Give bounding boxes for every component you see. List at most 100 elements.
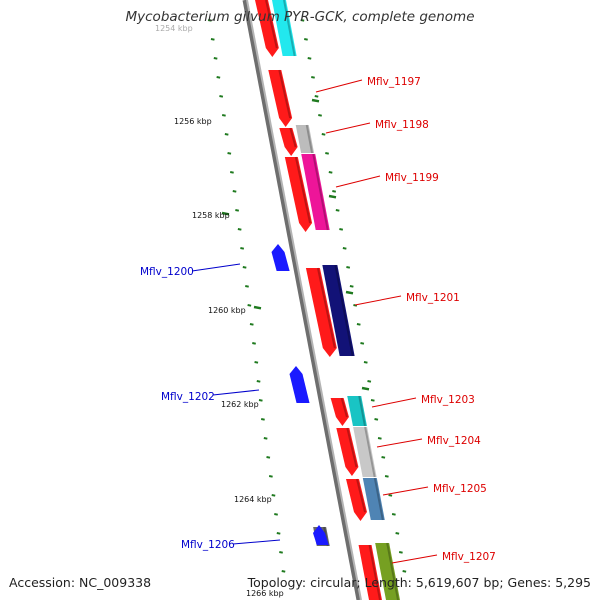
left-tick [281,570,286,573]
left-tick [235,209,240,212]
gene-bar-1196 [255,0,279,57]
left-tick [237,228,242,231]
right-tick [321,133,326,136]
right-tick [395,532,400,535]
gene-bar-1207-shade [368,544,381,600]
feature-bar-navy [322,265,355,356]
gene-bar-1201-shade [316,267,336,349]
gene-label: Mflv_1205 [433,483,487,495]
right-tick [300,19,305,22]
right-tick [328,171,333,174]
right-tick [318,114,322,117]
feature-bar-pink [301,154,330,230]
feature-bar-cyan-top-shade [283,0,296,57]
left-tick [221,114,226,117]
gene-label: Mflv_1207 [442,551,496,563]
gene-bar-1203 [330,398,349,426]
scale-label: 1256 kbp [174,117,212,126]
gene-leader-line [212,389,260,396]
right-tick [398,551,403,554]
left-tick [256,380,261,383]
gene-label: Mflv_1197 [367,76,421,88]
right-tick [377,437,382,440]
left-tick [227,152,232,155]
gene-label: Mflv_1202 [161,391,215,403]
left-tick [271,494,276,497]
scale-label: 1266 kbp [246,589,284,598]
major-tick [361,386,370,391]
gene-leader-line [376,438,423,448]
left-tick [245,285,249,288]
backbone-highlight [246,0,362,600]
left-tick [260,418,265,421]
outer-tick-ring [207,19,407,573]
gene-label: Mflv_1203 [421,394,475,406]
gene-leader-line [371,397,417,408]
left-tick [263,437,268,440]
left-tick [213,57,218,60]
scale-labels: 1254 kbp 1256 kbp 1258 kbp 1260 kbp 1262 kbp… [155,24,284,598]
gene-leader-line [335,175,381,188]
right-tick [363,361,368,364]
left-tick [240,247,245,250]
left-tick [242,266,247,269]
gene-bar-1205-shade [356,478,366,513]
left-tick [254,361,259,364]
gene-bar-1199-shade [294,156,312,224]
right-tick [388,494,393,497]
right-tick [307,57,312,60]
scale-label: 1254 kbp [155,24,193,33]
feature-bar-pink-shade [312,153,329,231]
left-tick [266,456,271,459]
right-tick [370,399,375,402]
left-tick [207,19,212,22]
right-tick [325,152,330,155]
gene-bar-1205 [346,479,367,521]
right-tick [356,323,361,326]
summary-text: Topology: circular; Length: 5,619,607 bp… [247,575,591,590]
gene-label: Mflv_1204 [427,435,481,447]
right-tick [342,247,347,250]
left-tick [224,133,229,136]
gene-bar-1196-shade [265,0,278,49]
left-tick [258,399,263,402]
left-tick [252,342,256,345]
right-tick [311,76,315,79]
feature-bar-steel-shade [373,477,384,521]
right-tick [304,38,308,41]
gene-leader-line [191,263,241,272]
gene-leader-line [354,295,402,306]
gene-label: Mflv_1201 [406,292,460,304]
right-tick [339,228,344,231]
feature-bar-steel [362,478,385,520]
major-tick [328,194,337,199]
feature-bar-cyan-top [272,0,297,56]
accession-text: Accession: NC_009338 [9,575,152,590]
gene-label: Mflv_1206 [181,539,235,551]
gene-label: Mflv_1200 [140,266,194,278]
right-tick [332,190,337,193]
right-tick [381,456,386,459]
gene-bar-1203-shade [340,397,348,418]
gene-bar-1206 [313,525,329,545]
left-tick [219,95,224,98]
right-tick [391,513,396,516]
left-tick [232,190,237,193]
left-tick [279,551,283,554]
scale-label: 1264 kbp [234,495,272,504]
gene-leader-line [382,486,429,496]
right-tick [367,380,372,383]
gene-leader-line [315,79,363,93]
scale-label: 1260 kbp [208,306,246,315]
feature-bar-gray-1-shade [305,124,314,154]
gene-bar-1197 [268,70,293,127]
right-tick [384,475,389,478]
gene-leader-line [325,122,371,134]
gene-bar-1204-shade [346,427,358,468]
gene-bar-1199 [284,157,313,232]
left-tick [247,304,252,307]
scale-label: 1258 kbp [192,211,230,220]
right-tick [349,285,354,288]
gene-bar-1202 [289,366,310,403]
feature-bar-olive [375,543,400,600]
